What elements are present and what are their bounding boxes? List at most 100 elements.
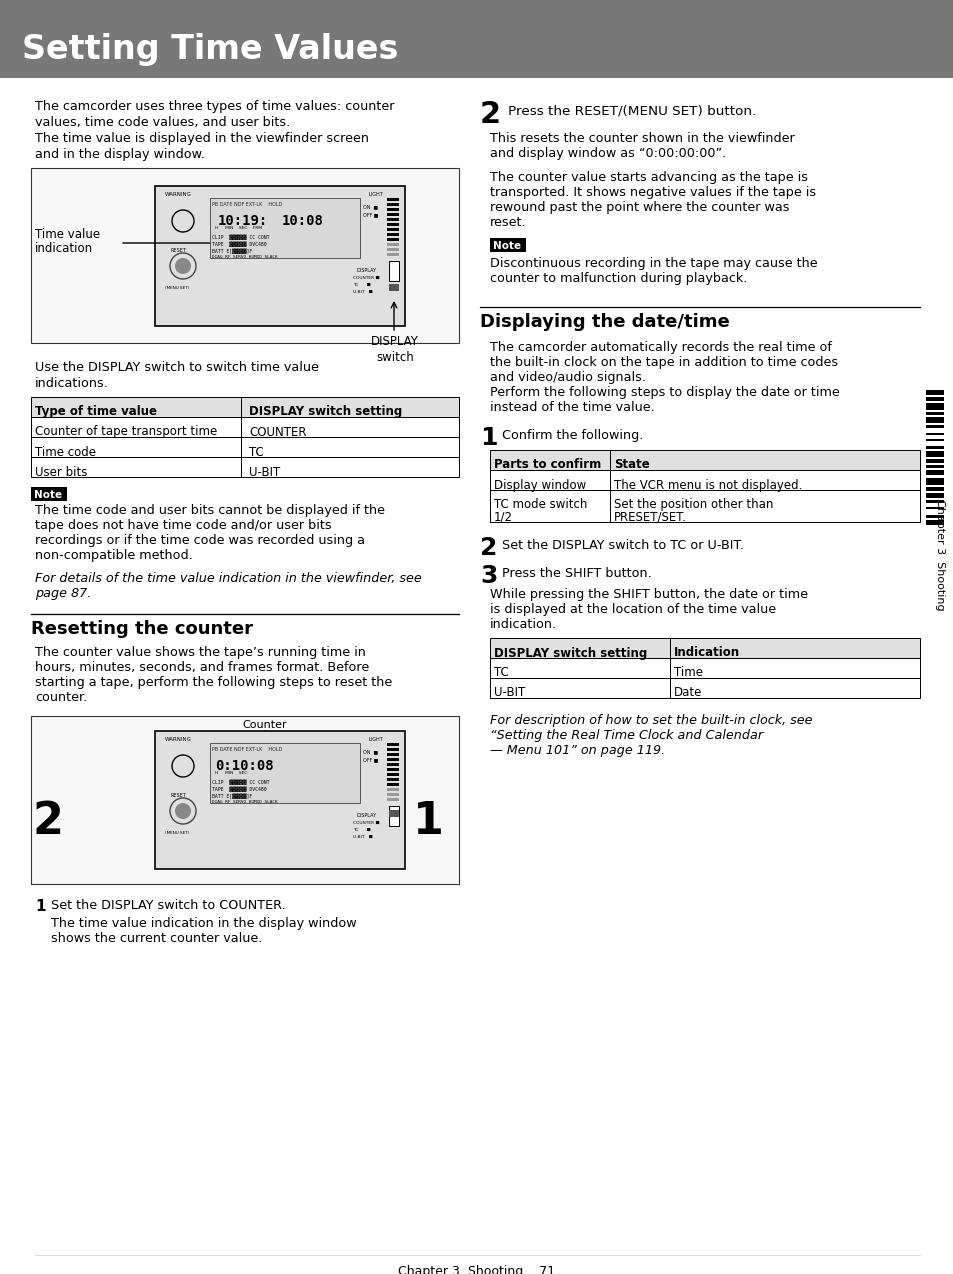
Text: indication.: indication.: [490, 618, 557, 631]
Bar: [490, 450, 919, 470]
Text: Perform the following steps to display the date or time: Perform the following steps to display t…: [490, 386, 839, 399]
Text: Type of time value: Type of time value: [35, 405, 157, 418]
Bar: [925, 493, 943, 498]
Text: Time code: Time code: [35, 446, 96, 459]
Text: ON  ■: ON ■: [363, 204, 377, 209]
Text: The camcorder uses three types of time values: counter: The camcorder uses three types of time v…: [35, 99, 395, 113]
Text: and video/audio signals.: and video/audio signals.: [490, 371, 645, 383]
Text: TC: TC: [494, 666, 508, 679]
Bar: [925, 507, 943, 510]
Bar: [387, 238, 398, 241]
Text: indications.: indications.: [35, 377, 109, 390]
Text: Set the DISPLAY switch to TC or U-BIT.: Set the DISPLAY switch to TC or U-BIT.: [501, 539, 743, 552]
Bar: [210, 743, 359, 803]
Bar: [925, 470, 943, 475]
Text: For description of how to set the built-in clock, see: For description of how to set the built-…: [490, 713, 812, 727]
Bar: [925, 417, 943, 423]
Text: Indication: Indication: [673, 646, 740, 660]
Bar: [387, 778, 398, 781]
Text: OFF ■: OFF ■: [363, 211, 378, 217]
Text: LIGHT: LIGHT: [369, 736, 383, 741]
Text: switch: switch: [375, 352, 414, 364]
Bar: [490, 490, 919, 522]
Bar: [925, 520, 943, 525]
Text: counter to malfunction during playback.: counter to malfunction during playback.: [490, 273, 746, 285]
Bar: [387, 743, 398, 747]
Text: Note: Note: [34, 490, 62, 499]
Bar: [925, 465, 943, 468]
Bar: [154, 731, 405, 869]
Text: This resets the counter shown in the viewfinder: This resets the counter shown in the vie…: [490, 132, 794, 145]
Bar: [387, 792, 398, 796]
Bar: [925, 390, 943, 395]
Text: User bits: User bits: [35, 465, 88, 479]
Text: COUNTER: COUNTER: [249, 426, 306, 438]
Bar: [387, 248, 398, 251]
Bar: [30, 417, 458, 437]
Text: While pressing the SHIFT button, the date or time: While pressing the SHIFT button, the dat…: [490, 589, 807, 601]
Bar: [490, 678, 919, 698]
Bar: [925, 426, 943, 428]
Text: 1/2: 1/2: [494, 510, 513, 524]
Bar: [925, 440, 943, 441]
Bar: [387, 197, 398, 201]
Text: hours, minutes, seconds, and frames format. Before: hours, minutes, seconds, and frames form…: [35, 661, 369, 674]
Bar: [925, 487, 943, 490]
Text: U-BIT: U-BIT: [494, 687, 525, 699]
Bar: [387, 243, 398, 246]
Text: 0:10:08: 0:10:08: [214, 759, 274, 773]
Circle shape: [174, 803, 191, 819]
Bar: [490, 657, 919, 678]
Text: Setting Time Values: Setting Time Values: [22, 33, 398, 66]
Text: State: State: [614, 459, 649, 471]
Bar: [925, 412, 943, 415]
Text: PB DATE NDF EXT-LK    HOLD: PB DATE NDF EXT-LK HOLD: [212, 747, 282, 752]
Text: indication: indication: [35, 242, 93, 255]
Bar: [30, 397, 458, 417]
Text: Counter: Counter: [242, 720, 287, 730]
Bar: [210, 197, 359, 259]
Text: COUNTER ■: COUNTER ■: [353, 276, 379, 280]
Bar: [30, 716, 458, 884]
Text: TAPE  ▓▓▓▓▓▓ DVC480: TAPE ▓▓▓▓▓▓ DVC480: [212, 241, 266, 247]
Bar: [387, 784, 398, 786]
Text: 1: 1: [35, 899, 46, 913]
Text: U-BIT   ■: U-BIT ■: [353, 834, 373, 840]
Text: (MENU SET): (MENU SET): [165, 831, 190, 834]
Text: Note: Note: [493, 241, 520, 251]
Bar: [387, 233, 398, 236]
Text: the built-in clock on the tape in addition to time codes: the built-in clock on the tape in additi…: [490, 355, 838, 369]
Text: BATT E[▓▓▓▓▓]F: BATT E[▓▓▓▓▓]F: [212, 248, 252, 254]
Text: TC      ■: TC ■: [353, 828, 371, 832]
Bar: [925, 446, 943, 448]
Text: The counter value shows the tape’s running time in: The counter value shows the tape’s runni…: [35, 646, 366, 659]
Bar: [925, 515, 943, 519]
Text: DISPLAY switch setting: DISPLAY switch setting: [249, 405, 402, 418]
Bar: [389, 284, 398, 290]
Bar: [30, 168, 458, 343]
Bar: [925, 433, 943, 434]
Text: Displaying the date/time: Displaying the date/time: [479, 313, 729, 331]
Text: (MENU SET): (MENU SET): [165, 285, 190, 290]
Bar: [154, 186, 405, 326]
Text: OFF ■: OFF ■: [363, 757, 378, 762]
Text: The time value is displayed in the viewfinder screen: The time value is displayed in the viewf…: [35, 132, 369, 145]
Text: TAPE  ▓▓▓▓▓▓ DVC480: TAPE ▓▓▓▓▓▓ DVC480: [212, 786, 266, 791]
Text: — Menu 101” on page 119.: — Menu 101” on page 119.: [490, 744, 664, 757]
Text: shows the current counter value.: shows the current counter value.: [51, 933, 262, 945]
Text: Resetting the counter: Resetting the counter: [30, 620, 253, 638]
Text: BATT E[▓▓▓▓▓]F: BATT E[▓▓▓▓▓]F: [212, 792, 252, 799]
Text: The VCR menu is not displayed.: The VCR menu is not displayed.: [614, 479, 801, 492]
Text: H     MIN    SEC    FRM: H MIN SEC FRM: [214, 225, 262, 231]
Text: recordings or if the time code was recorded using a: recordings or if the time code was recor…: [35, 534, 365, 547]
Text: The time value indication in the display window: The time value indication in the display…: [51, 917, 356, 930]
Bar: [387, 254, 398, 256]
Text: rewound past the point where the counter was: rewound past the point where the counter…: [490, 201, 789, 214]
Bar: [389, 806, 398, 826]
Text: TC: TC: [249, 446, 263, 459]
Text: The time code and user bits cannot be displayed if the: The time code and user bits cannot be di…: [35, 505, 385, 517]
Text: Press the RESET/(MENU SET) button.: Press the RESET/(MENU SET) button.: [507, 104, 756, 117]
Text: DISPLAY switch setting: DISPLAY switch setting: [494, 646, 646, 660]
Text: Set the DISPLAY switch to COUNTER.: Set the DISPLAY switch to COUNTER.: [51, 899, 285, 912]
Text: H     MIN    SEC: H MIN SEC: [214, 771, 247, 775]
